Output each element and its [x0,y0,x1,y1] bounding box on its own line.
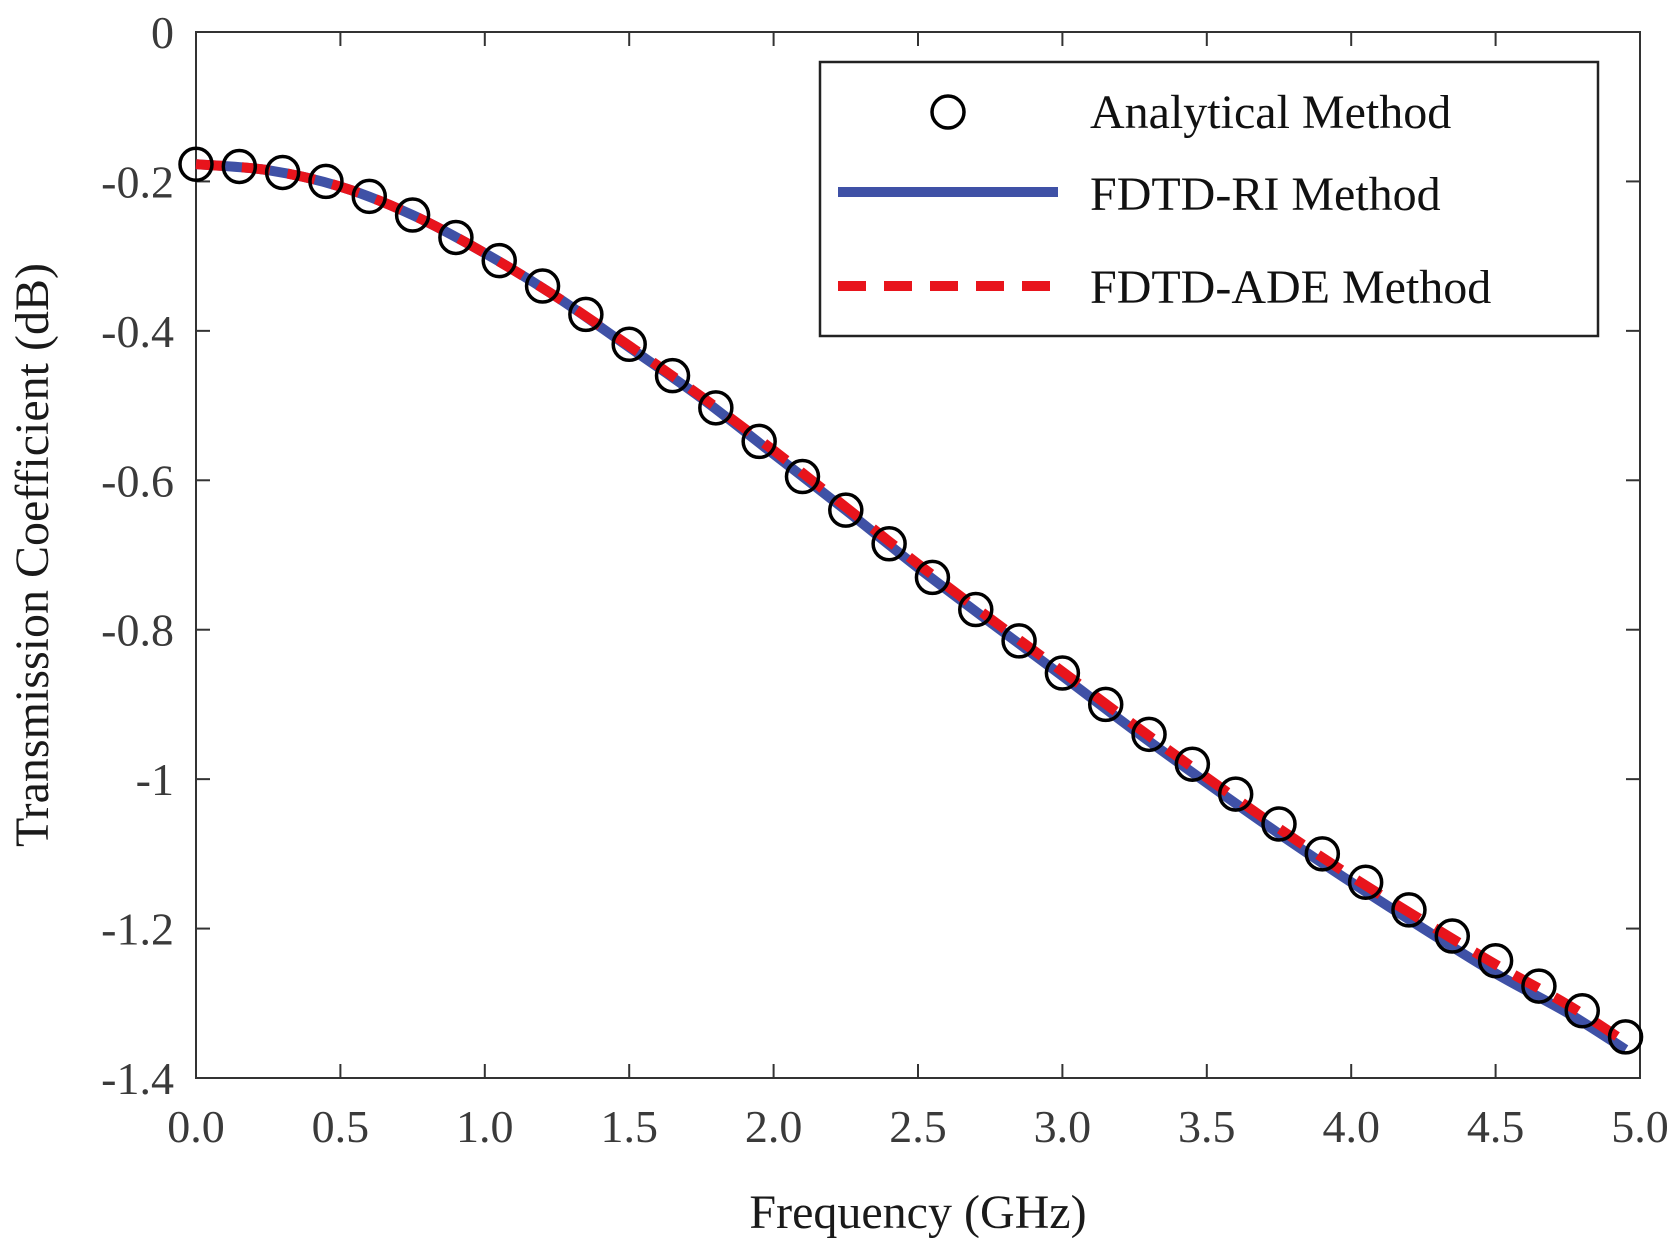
analytical-point [1434,918,1471,954]
analytical-point [178,146,214,182]
y-axis-label: Transmission Coefficient (dB) [6,263,59,847]
x-tick-label: 4.0 [1322,1101,1380,1152]
analytical-point [264,154,301,191]
analytical-point [1087,686,1124,723]
analytical-point [741,423,777,460]
x-tick-label: 3.0 [1034,1101,1092,1152]
y-tick-label: -1 [136,754,174,805]
analytical-point [958,591,994,628]
analytical-point [784,458,821,495]
x-tick-label: 2.0 [745,1101,803,1152]
analytical-point [654,357,691,394]
analytical-point [611,326,647,363]
analytical-point [1044,655,1081,691]
analytical-point [1477,942,1514,979]
analytical-point [1607,1019,1644,1055]
analytical-point [698,390,734,426]
y-tick-label: -0.2 [101,156,174,207]
x-tick-label: 1.5 [600,1101,658,1152]
analytical-point [351,178,388,215]
analytical-point [1001,623,1037,659]
analytical-point [914,559,951,596]
analytical-point [524,268,561,304]
x-tick-label: 0.0 [167,1101,225,1152]
x-tick-label: 3.5 [1178,1101,1236,1152]
x-axis-label: Frequency (GHz) [749,1186,1086,1239]
x-tick-label: 2.5 [889,1101,947,1152]
y-tick-label: -1.4 [101,1053,174,1104]
series-analytical-markers [178,146,1644,1055]
analytical-point [871,526,907,562]
legend: Analytical Method FDTD-RI Method FDTD-AD… [818,60,1600,338]
tick-labels: 0.0 0.5 1.0 1.5 2.0 2.5 3.0 3.5 4.0 4.5 5.0 0 -0.2 -0… [101,7,1669,1152]
analytical-point [1347,864,1384,900]
y-tick-label: -0.6 [101,455,174,506]
analytical-point [221,148,258,185]
x-tick-label: 0.5 [312,1101,370,1152]
legend-label-analytical: Analytical Method [1090,86,1451,139]
analytical-point [1304,836,1341,872]
analytical-point [568,296,604,333]
x-tick-label: 4.5 [1467,1101,1525,1152]
series [178,146,1644,1055]
analytical-point [1391,892,1427,928]
legend-label-fdtd-ri: FDTD-RI Method [1090,168,1441,221]
y-tick-label: -0.8 [101,605,174,656]
analytical-point [828,492,864,528]
legend-marker-analytical [930,94,966,130]
analytical-point [394,197,431,233]
x-tick-label: 1.0 [456,1101,514,1152]
ticks [195,31,1641,1079]
analytical-point [1217,776,1254,812]
analytical-point [1174,746,1211,782]
analytical-point [1564,993,1600,1029]
series-fdtd-ade-line [195,159,1629,1047]
analytical-point [438,219,474,256]
analytical-point [481,242,517,279]
y-tick-label: -1.2 [101,904,174,955]
x-tick-label: 5.0 [1611,1101,1669,1152]
analytical-point [1261,806,1297,842]
analytical-point [1131,716,1167,753]
y-tick-label: 0 [151,7,174,58]
analytical-point [1521,968,1557,1004]
legend-label-fdtd-ade: FDTD-ADE Method [1090,261,1491,314]
analytical-point [308,163,344,200]
y-tick-label: -0.4 [101,306,174,357]
